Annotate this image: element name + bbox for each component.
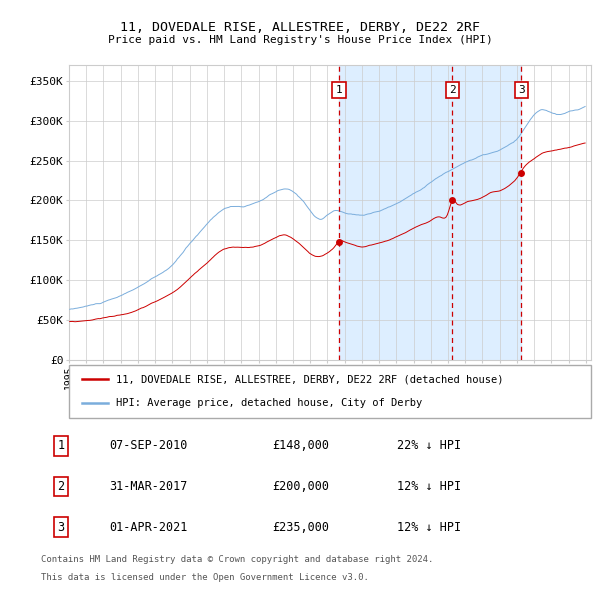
Text: 1: 1: [58, 440, 65, 453]
Text: 1: 1: [336, 85, 343, 95]
Text: Price paid vs. HM Land Registry's House Price Index (HPI): Price paid vs. HM Land Registry's House …: [107, 35, 493, 45]
Text: 2: 2: [58, 480, 65, 493]
Text: 22% ↓ HPI: 22% ↓ HPI: [397, 440, 461, 453]
Text: £235,000: £235,000: [272, 520, 329, 533]
Text: 12% ↓ HPI: 12% ↓ HPI: [397, 520, 461, 533]
Text: £148,000: £148,000: [272, 440, 329, 453]
Text: 12% ↓ HPI: 12% ↓ HPI: [397, 480, 461, 493]
Text: This data is licensed under the Open Government Licence v3.0.: This data is licensed under the Open Gov…: [41, 573, 369, 582]
Text: 01-APR-2021: 01-APR-2021: [109, 520, 187, 533]
Text: £200,000: £200,000: [272, 480, 329, 493]
Text: 11, DOVEDALE RISE, ALLESTREE, DERBY, DE22 2RF (detached house): 11, DOVEDALE RISE, ALLESTREE, DERBY, DE2…: [116, 375, 503, 385]
Text: 07-SEP-2010: 07-SEP-2010: [109, 440, 187, 453]
Text: Contains HM Land Registry data © Crown copyright and database right 2024.: Contains HM Land Registry data © Crown c…: [41, 555, 434, 563]
Text: 3: 3: [518, 85, 524, 95]
Text: 3: 3: [58, 520, 65, 533]
Text: HPI: Average price, detached house, City of Derby: HPI: Average price, detached house, City…: [116, 398, 422, 408]
Text: 2: 2: [449, 85, 455, 95]
Text: 11, DOVEDALE RISE, ALLESTREE, DERBY, DE22 2RF: 11, DOVEDALE RISE, ALLESTREE, DERBY, DE2…: [120, 21, 480, 34]
Bar: [339, 65, 521, 360]
Text: 31-MAR-2017: 31-MAR-2017: [109, 480, 187, 493]
